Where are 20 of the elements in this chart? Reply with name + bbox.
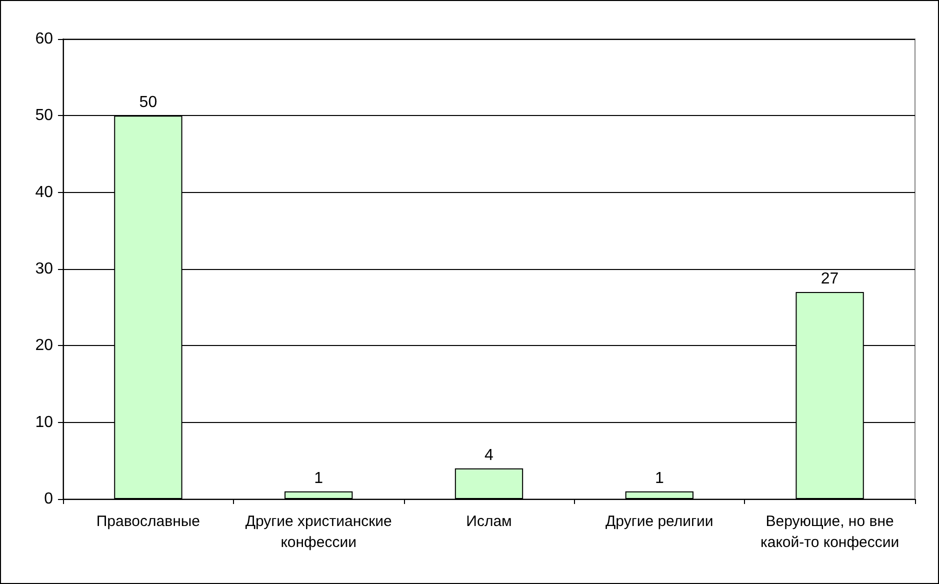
y-tick-label: 30 xyxy=(35,260,54,278)
data-label: 1 xyxy=(314,470,324,487)
y-tick-label: 20 xyxy=(35,337,54,354)
bar xyxy=(625,491,694,499)
y-tick-label: 40 xyxy=(35,184,54,201)
x-tick-label: Ислам xyxy=(466,513,512,530)
data-label: 1 xyxy=(654,470,664,487)
y-tick-label: 60 xyxy=(35,30,54,48)
data-label: 50 xyxy=(139,94,158,112)
x-tick-label: Верующие, но вне какой-то конфессии xyxy=(760,513,900,551)
bar xyxy=(284,491,353,499)
x-tick-label: Православные xyxy=(96,513,200,530)
x-tick-label: Другие религии xyxy=(606,513,714,530)
y-tick-label: 10 xyxy=(35,414,54,431)
y-tick-label: 0 xyxy=(44,490,54,508)
bar xyxy=(454,468,524,499)
y-tick-label: 50 xyxy=(35,107,54,124)
data-label: 27 xyxy=(820,270,839,288)
data-label: 4 xyxy=(484,446,494,464)
x-tick-label: Другие христианские конфессии xyxy=(245,513,392,551)
